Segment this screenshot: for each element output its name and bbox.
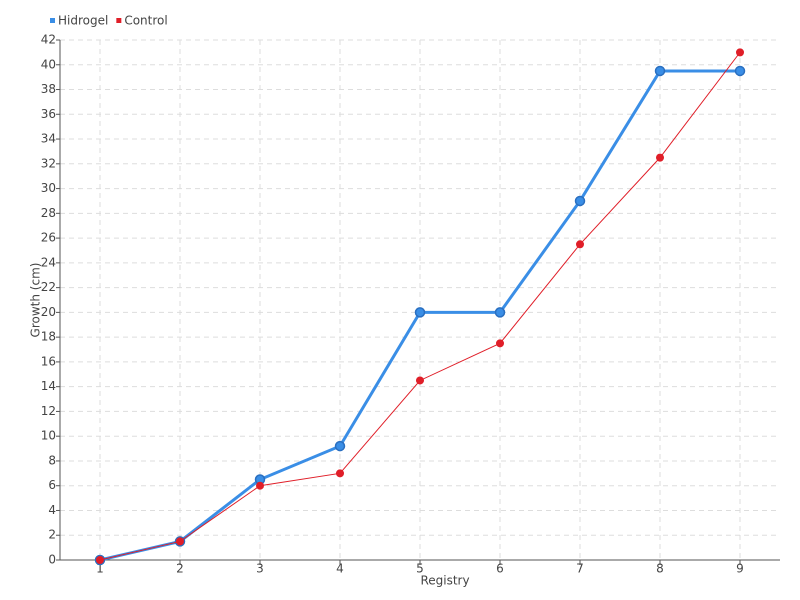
legend-swatch (116, 18, 122, 23)
y-tick-label: 32 (41, 156, 56, 170)
y-tick-label: 12 (41, 404, 56, 418)
data-point (734, 65, 746, 77)
y-tick-label: 10 (41, 429, 56, 443)
y-tick-label: 30 (41, 181, 56, 195)
y-tick-label: 38 (41, 82, 56, 96)
x-tick-label: 7 (576, 562, 584, 576)
y-tick-label: 34 (41, 132, 56, 146)
data-point (416, 376, 424, 385)
legend-label: Control (124, 14, 167, 28)
x-axis-label: Registry (420, 574, 469, 588)
y-tick-label: 40 (41, 57, 56, 71)
data-point (256, 481, 264, 490)
x-tick-label: 4 (336, 562, 344, 576)
y-tick-label: 28 (41, 206, 56, 220)
y-tick-label: 20 (41, 305, 56, 319)
y-tick-label: 16 (41, 354, 56, 368)
x-tick-label: 6 (496, 562, 504, 576)
data-point (574, 195, 586, 207)
x-tick-label: 9 (736, 562, 744, 576)
data-point (654, 65, 666, 77)
y-tick-label: 26 (41, 231, 56, 245)
data-point (576, 240, 584, 249)
y-tick-label: 36 (41, 107, 56, 121)
y-tick-label: 42 (41, 33, 56, 47)
data-point (496, 339, 504, 348)
data-point (96, 556, 104, 564)
x-tick-label: 8 (656, 562, 664, 576)
y-tick-label: 14 (41, 379, 56, 393)
x-tick-label: 2 (176, 562, 184, 576)
data-point (336, 469, 344, 478)
y-tick-label: 22 (41, 280, 56, 294)
data-point (494, 307, 506, 318)
y-tick-label: 8 (48, 453, 56, 467)
data-point (656, 153, 664, 162)
legend-swatch (50, 18, 55, 23)
x-tick-label: 5 (416, 562, 424, 576)
x-tick-label: 1 (96, 562, 104, 576)
data-point (334, 440, 346, 452)
y-tick-label: 24 (41, 255, 56, 269)
data-point (414, 307, 426, 318)
data-point (736, 48, 744, 57)
y-tick-label: 2 (48, 528, 56, 542)
data-point (176, 537, 184, 546)
y-tick-label: 0 (48, 553, 56, 567)
y-tick-label: 6 (48, 478, 56, 492)
legend-label: Hidrogel (58, 14, 108, 28)
y-tick-label: 4 (48, 503, 56, 517)
y-axis-label: Growth (cm) (29, 263, 43, 338)
x-tick-label: 3 (256, 562, 264, 576)
y-tick-label: 18 (41, 330, 56, 344)
